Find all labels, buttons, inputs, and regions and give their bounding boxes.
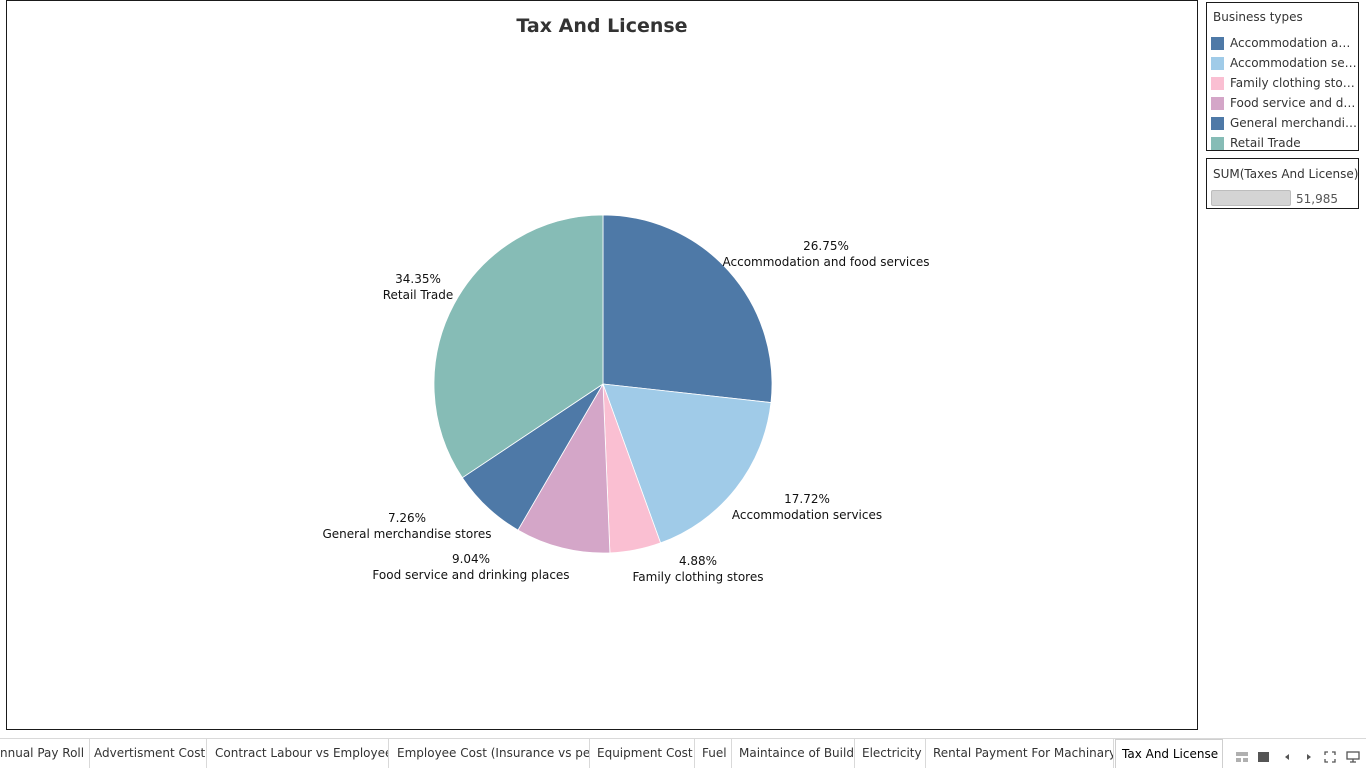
legend-item[interactable]: Family clothing stores: [1211, 75, 1357, 91]
tab-maintaince-of-build[interactable]: Maintaince of Build: [732, 739, 855, 768]
legend-swatch: [1211, 56, 1224, 70]
size-legend-title: SUM(Taxes And License): [1213, 167, 1359, 181]
legend-label: General merchandis..: [1230, 116, 1357, 130]
slice-percent-label: 26.75%: [803, 239, 849, 253]
slice-category-label: Retail Trade: [383, 288, 454, 302]
pie-slice[interactable]: [602, 383, 772, 544]
legend-swatch: [1211, 96, 1224, 110]
legend-label: Retail Trade: [1230, 136, 1301, 150]
show-filmstrip-icon[interactable]: [1236, 748, 1248, 762]
tab-contract-labour-vs-employee[interactable]: Contract Labour vs Employee: [208, 739, 389, 768]
legend-label: Family clothing stores: [1230, 76, 1357, 90]
tab-fuel[interactable]: Fuel: [695, 739, 732, 768]
tab-annual-pay-roll[interactable]: nnual Pay Roll: [0, 739, 90, 768]
legend-label: Accommodation and ..: [1230, 36, 1357, 50]
legend-item[interactable]: General merchandis..: [1211, 115, 1357, 131]
tab-electricity[interactable]: Electricity: [855, 739, 926, 768]
slice-percent-label: 4.88%: [679, 554, 717, 568]
tab-tax-and-license[interactable]: Tax And License: [1115, 739, 1223, 768]
chart-title: Tax And License: [516, 15, 688, 37]
presentation-mode-icon[interactable]: [1346, 748, 1360, 763]
slice-category-label: Family clothing stores: [633, 570, 764, 584]
size-legend: SUM(Taxes And License) 51,985: [1206, 158, 1359, 209]
tab-rental-payment-for-machinary[interactable]: Rental Payment For Machinary: [926, 739, 1114, 768]
pie-slice[interactable]: [433, 214, 604, 479]
legend-item[interactable]: Retail Trade: [1211, 135, 1357, 150]
sheet-tab-bar: nnual Pay Roll Advertisment Cost Contrac…: [0, 738, 1366, 769]
size-legend-bar: [1211, 190, 1291, 206]
slice-percent-label: 9.04%: [452, 552, 490, 566]
fit-fullscreen-icon[interactable]: [1324, 748, 1336, 763]
legend-swatch: [1211, 76, 1224, 90]
slice-percent-label: 34.35%: [395, 272, 441, 286]
pie-slice[interactable]: [517, 382, 611, 554]
legend-label: Accommodation serv..: [1230, 56, 1357, 70]
tab-advertisment-cost[interactable]: Advertisment Cost: [87, 739, 207, 768]
legend-swatch: [1211, 136, 1224, 150]
pie-slice[interactable]: [602, 214, 773, 403]
legend-item[interactable]: Accommodation serv..: [1211, 55, 1357, 71]
slice-category-label: Accommodation and food services: [723, 255, 930, 269]
pie-chart: 26.75% Accommodation and food services 17.…: [322, 214, 930, 584]
show-tabs-icon[interactable]: [1258, 748, 1270, 762]
legend-label: Food service and dri..: [1230, 96, 1357, 110]
color-legend: Business types Accommodation and .. Acco…: [1206, 2, 1359, 151]
scroll-right-icon[interactable]: [1303, 748, 1315, 760]
scroll-left-icon[interactable]: [1282, 748, 1294, 760]
legend-swatch: [1211, 116, 1224, 130]
legend-swatch: [1211, 36, 1224, 50]
legend-item[interactable]: Food service and dri..: [1211, 95, 1357, 111]
size-legend-value: 51,985: [1296, 192, 1338, 206]
slice-category-label: Accommodation services: [732, 508, 882, 522]
legend-item[interactable]: Accommodation and ..: [1211, 35, 1357, 51]
slice-percent-label: 7.26%: [388, 511, 426, 525]
slice-category-label: Food service and drinking places: [372, 568, 569, 582]
slice-category-label: General merchandise stores: [322, 527, 491, 541]
slice-percent-label: 17.72%: [784, 492, 830, 506]
tab-employee-cost[interactable]: Employee Cost (Insurance vs pe...: [390, 739, 590, 768]
tab-equipment-cost[interactable]: Equipment Cost: [590, 739, 695, 768]
legend-title: Business types: [1213, 10, 1303, 24]
